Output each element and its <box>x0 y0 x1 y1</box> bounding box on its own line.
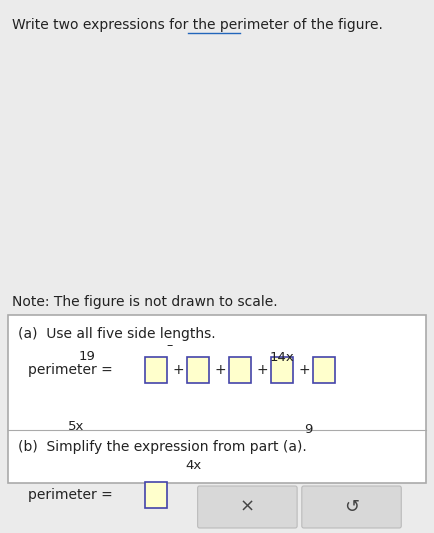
Text: +: + <box>215 363 227 377</box>
Text: perimeter =: perimeter = <box>28 363 117 377</box>
Text: 14x: 14x <box>269 351 294 364</box>
Text: Write two expressions for the perimeter of the figure.: Write two expressions for the perimeter … <box>12 18 383 32</box>
FancyBboxPatch shape <box>145 482 167 508</box>
Text: ↺: ↺ <box>344 498 359 516</box>
Text: ×: × <box>240 498 255 516</box>
FancyBboxPatch shape <box>145 357 167 383</box>
Text: Note: The figure is not drawn to scale.: Note: The figure is not drawn to scale. <box>12 295 278 309</box>
Text: perimeter =: perimeter = <box>28 488 117 502</box>
Text: 5x: 5x <box>68 420 85 433</box>
Text: (b)  Simplify the expression from part (a).: (b) Simplify the expression from part (a… <box>18 440 307 454</box>
FancyBboxPatch shape <box>8 315 426 483</box>
FancyBboxPatch shape <box>229 357 251 383</box>
Text: 9: 9 <box>304 423 312 436</box>
Text: +: + <box>299 363 311 377</box>
FancyBboxPatch shape <box>302 486 401 528</box>
Text: (a)  Use all five side lengths.: (a) Use all five side lengths. <box>18 327 216 341</box>
FancyBboxPatch shape <box>187 357 209 383</box>
FancyBboxPatch shape <box>271 357 293 383</box>
Text: 4x: 4x <box>185 459 201 472</box>
Text: 19: 19 <box>79 350 95 362</box>
FancyBboxPatch shape <box>313 357 335 383</box>
Text: +: + <box>257 363 269 377</box>
FancyBboxPatch shape <box>197 486 297 528</box>
Text: –: – <box>166 339 172 352</box>
Text: +: + <box>173 363 184 377</box>
